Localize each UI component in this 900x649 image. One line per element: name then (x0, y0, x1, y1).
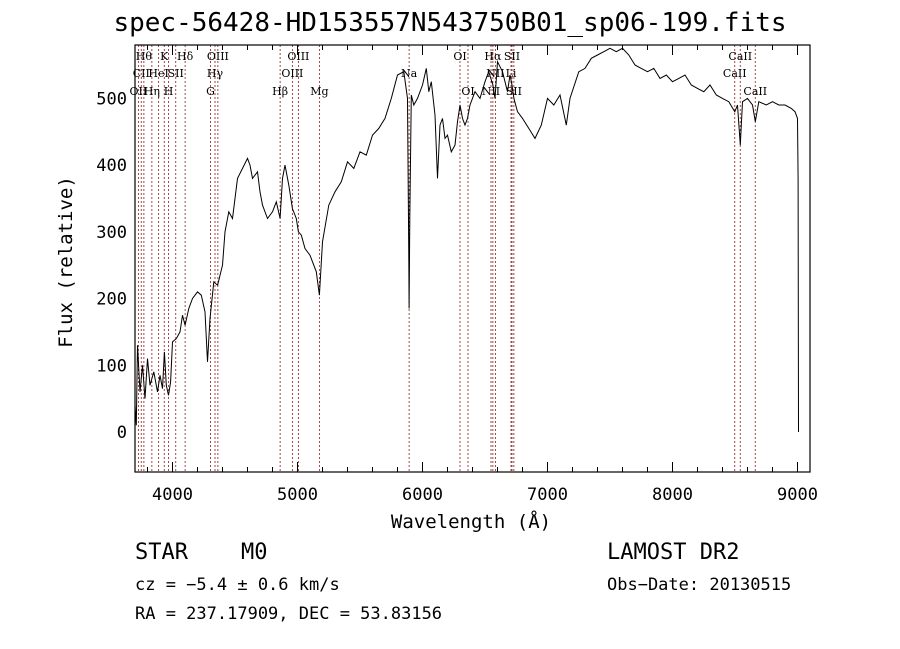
line-label-8: Hδ (177, 50, 194, 63)
y-tick-label-3: 300 (96, 223, 127, 243)
line-label-20: Hα (484, 50, 502, 63)
line-label-10: Hγ (207, 67, 224, 80)
spectral-line-labels: OII CII Hθ Hη HeI K H SII Hδ G Hγ OIII Hβ OIII OIII Mg N… (130, 50, 768, 98)
x-tick-label-3: 7000 (527, 485, 568, 505)
line-label-2: Hθ (136, 50, 153, 63)
line-label-7: SII (168, 67, 184, 80)
line-label-25: CaII (723, 67, 747, 80)
y-tick-label-4: 400 (96, 156, 127, 176)
line-label-0: OII (130, 85, 148, 98)
line-label-15: Mg (310, 85, 328, 98)
y-tick-label-2: 200 (96, 290, 127, 310)
line-label-16: Na (401, 67, 418, 80)
line-label-22: Li (506, 67, 517, 80)
line-label-4: HeI (148, 67, 168, 80)
spectrum-chart: OII CII Hθ Hη HeI K H SII Hδ G Hγ OIII Hβ OIII OIII Mg N… (55, 44, 818, 533)
line-label-1: CII (133, 67, 150, 80)
y-axis: 0 100 200 300 400 500 (96, 89, 127, 443)
line-label-26: CaII (728, 50, 752, 63)
line-label-27: CaII (743, 85, 767, 98)
x-tick-label-5: 9000 (777, 485, 818, 505)
spectrum-line (134, 47, 799, 433)
y-tick-label-5: 500 (96, 89, 127, 109)
object-subclass: M0 (241, 540, 268, 565)
survey-name: LAMOST DR2 (607, 540, 740, 565)
line-label-17: OI (453, 50, 466, 63)
line-label-14: OIII (287, 50, 309, 63)
x-tick-label-1: 5000 (277, 485, 318, 505)
coordinates: RA = 237.17909, DEC = 53.83156 (135, 604, 443, 624)
line-label-3: Hη (144, 85, 160, 98)
y-tick-label-0: 0 (117, 423, 127, 443)
chart-title: spec-56428-HD153557N543750B01_sp06-199.f… (113, 8, 787, 38)
x-tick-label-2: 6000 (402, 485, 443, 505)
line-label-24: SII (506, 85, 522, 98)
redshift-cz: cz = −5.4 ± 0.6 km/s (135, 575, 340, 595)
line-label-18: OI (461, 85, 474, 98)
y-tick-label-1: 100 (96, 356, 127, 376)
line-label-13: OIII (281, 67, 303, 80)
line-label-6: H (164, 85, 174, 98)
plot-frame (134, 44, 811, 473)
line-label-5: K (160, 50, 169, 63)
object-class: STAR (135, 540, 188, 565)
observation-date: Obs−Date: 20130515 (607, 575, 792, 595)
x-axis: 4000 5000 6000 7000 8000 9000 (147, 45, 818, 505)
line-label-11: OIII (207, 50, 229, 63)
line-label-23: SII (504, 50, 520, 63)
y-axis-label: Flux (relative) (55, 176, 77, 348)
x-tick-label-4: 8000 (652, 485, 693, 505)
spectral-line-markers (137, 45, 756, 472)
line-label-19: NII (482, 85, 500, 98)
x-axis-label: Wavelength (Å) (391, 510, 551, 533)
line-label-9: G (206, 85, 215, 98)
x-tick-label-0: 4000 (152, 485, 193, 505)
line-label-12: Hβ (272, 85, 288, 98)
